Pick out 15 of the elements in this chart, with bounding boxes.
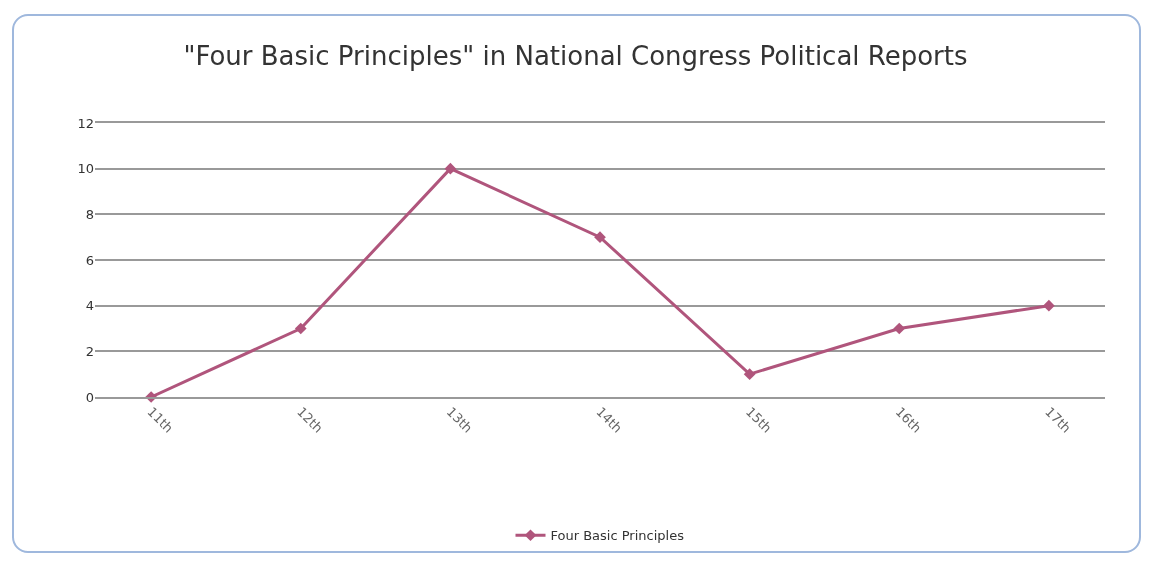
point [1043,299,1055,312]
y-tick-label: 8 [85,206,94,222]
point [893,322,906,335]
y-tick-label: 2 [85,343,94,359]
point [594,231,606,244]
point [294,322,307,335]
y-tick-label: 10 [77,161,94,177]
y-tick-label: 12 [77,115,94,131]
point [743,368,756,381]
y-tick-label: 6 [85,252,94,268]
chart-title: "Four Basic Principles" in National Congress Political Reports [183,41,968,72]
point [444,162,457,175]
legend-label: Four Basic Principles [550,528,685,544]
y-tick-label: 4 [85,298,94,314]
y-tick-label: 0 [85,389,94,405]
